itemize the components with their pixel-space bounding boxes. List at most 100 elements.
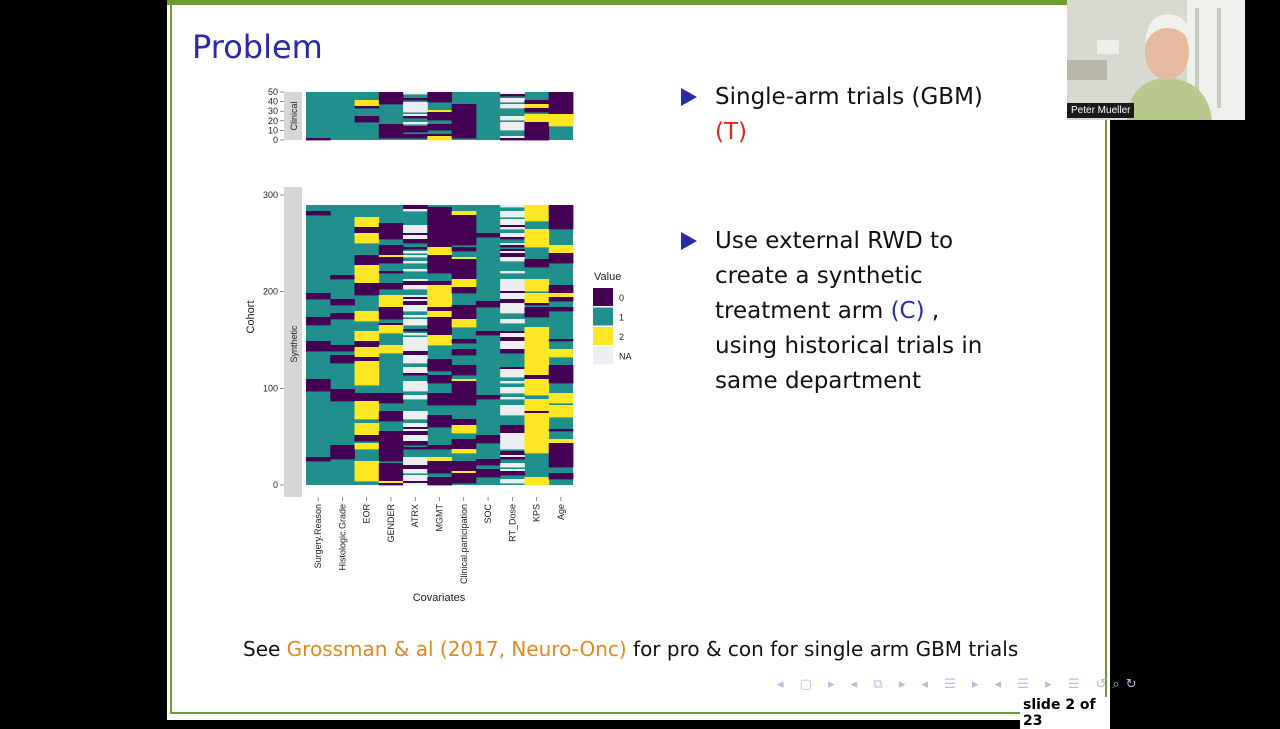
synthetic-panel-cell [403,431,428,434]
synthetic-panel-cell [403,469,428,472]
synthetic-panel-cell [500,451,525,454]
synthetic-panel-cell [378,401,404,404]
synthetic-panel-cell [378,227,404,230]
synthetic-panel-cell [306,379,331,382]
synthetic-panel-cell [451,447,477,450]
synthetic-panel-cell [378,467,404,470]
synthetic-panel-cell [500,271,525,274]
synthetic-panel-cell [500,221,525,224]
clinical-panel-cell [451,118,477,121]
bullet-2-line-2: create a synthetic [715,263,923,289]
synthetic-panel-cell [548,257,574,260]
synthetic-panel-cell [475,303,501,306]
synthetic-panel-cell [354,287,380,290]
synthetic-panel-cell [306,317,331,320]
synthetic-panel-cell [378,457,404,460]
synthetic-panel-cell [524,389,550,392]
synthetic-panel-cell [306,211,331,214]
slide-number: slide 2 of 23 [1020,697,1110,729]
clinical-panel-cell [427,128,453,131]
synthetic-panel-cell [354,333,380,336]
bullet-1-text: Single-arm trials (GBM) [715,84,983,110]
clinical-strip [284,92,302,140]
synthetic-panel-cell [403,369,428,372]
nav-frame-icon[interactable]: ◂ ▢ ▸ [777,677,841,692]
footer-prefix: See [243,637,287,661]
synthetic-panel-cell [427,477,453,480]
synthetic-panel-cell [451,421,477,424]
synthetic-panel-cell [524,445,550,448]
synthetic-panel-cell [451,319,477,322]
clinical-panel-cell [427,114,453,117]
synthetic-panel-cell [524,347,550,350]
clinical-panel-cell [427,112,453,115]
synthetic-panel-cell [378,303,404,306]
synthetic-panel-cell [451,445,477,448]
synthetic-panel-cell [378,415,404,418]
clinical-panel-cell [548,106,574,109]
synthetic-panel-cell [524,377,550,380]
synthetic-panel-cell [378,345,404,348]
synthetic-panel-cell [378,287,404,290]
citation-link[interactable]: Grossman & al (2017, Neuro-Onc) [286,637,627,661]
synthetic-panel-cell [403,231,428,234]
synthetic-panel-cell [475,435,501,438]
synthetic-panel-cell [524,327,550,330]
synthetic-panel-cell [354,429,380,432]
synthetic-panel-cell [354,399,380,402]
legend-swatch [593,288,613,306]
nav-doc-icon[interactable]: ◂ ☰ ▸ [994,677,1058,692]
nav-subsection-icon[interactable]: ◂ ⧉ ▸ [850,677,912,692]
synthetic-panel-cell [427,311,453,314]
synthetic-panel-cell [403,465,428,468]
synthetic-panel-cell [500,225,525,228]
legend-swatch [593,346,613,365]
synthetic-panel-cell [354,349,380,352]
synthetic-panel-cell [524,235,550,238]
synthetic-panel-cell [378,285,404,288]
synthetic-panel-cell [524,207,550,210]
synthetic-panel-cell [548,349,574,352]
synthetic-panel-cell [354,261,380,264]
synthetic-panel-cell [475,301,501,304]
synthetic-panel-cell [451,317,477,320]
nav-search-icon[interactable]: ☰ ↺⌕↻ [1067,677,1143,692]
synthetic-panel-cell [500,445,525,448]
synthetic-panel-cell [403,349,428,352]
synthetic-panel-cell [548,407,574,410]
synthetic-panel-cell [330,447,355,450]
synthetic-panel-cell [500,227,525,230]
synthetic-panel-cell [378,261,404,264]
nav-section-icon[interactable]: ◂ ☰ ▸ [921,677,985,692]
synthetic-panel-cell [403,437,428,440]
clinical-panel-cell [524,128,550,131]
synthetic-panel-cell [403,319,428,322]
synthetic-panel-cell [524,413,550,416]
synthetic-panel-cell [427,335,453,338]
synthetic-panel-cell [330,299,355,302]
slide-footer: See Grossman & al (2017, Neuro-Onc) for … [243,637,1018,661]
synthetic-panel-cell [354,265,380,268]
beamer-navigation-bar[interactable]: ◂ ▢ ▸ ◂ ⧉ ▸ ◂ ☰ ▸ ◂ ☰ ▸ ☰ ↺⌕↻ [777,677,1143,692]
synthetic-panel-cell [403,351,428,354]
synthetic-panel-cell [403,209,428,212]
synthetic-panel-cell [451,243,477,246]
synthetic-panel-cell [475,459,501,462]
synthetic-panel-cell [427,459,453,462]
synthetic-panel-cell [500,283,525,286]
bullet-2-line-3-text: treatment arm [715,298,884,324]
facet-label-clinical: Clinical [289,101,299,130]
synthetic-panel-cell [451,429,477,432]
synthetic-panel-cell [524,209,550,212]
y-axis-label: Cohort [245,300,257,333]
synthetic-panel-cell [548,249,574,252]
synthetic-panel-cell [475,439,501,442]
synthetic-panel-cell [427,303,453,306]
synthetic-panel-cell [354,239,380,242]
clinical-panel-cell [354,102,380,105]
clinical-panel-cell [524,116,550,119]
synthetic-panel-cell [524,385,550,388]
synthetic-panel-cell [524,431,550,434]
clinical-panel-cell [427,118,453,121]
clinical-panel-cell [427,100,453,103]
